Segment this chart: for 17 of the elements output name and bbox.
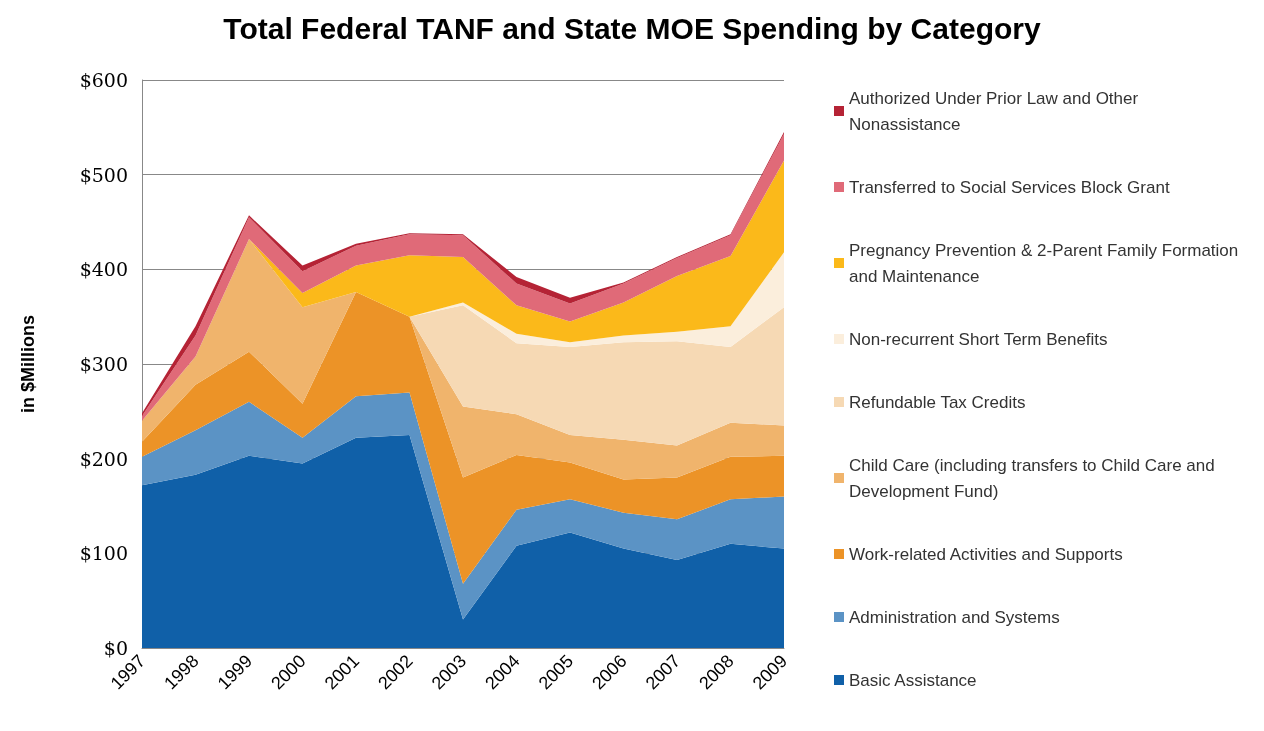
legend-label: Authorized Under Prior Law and Other Nonassistance: [849, 88, 1143, 134]
legend-label: Work-related Activities and Supports: [849, 544, 1123, 564]
legend-label: Child Care (including transfers to Child Care and Development Fund): [849, 455, 1220, 501]
y-tick-label: $300: [79, 353, 128, 375]
y-axis-title: in $Millions: [18, 314, 38, 414]
legend-label: Administration and Systems: [849, 607, 1060, 627]
legend-label: Basic Assistance: [849, 670, 977, 690]
y-tick-label: $400: [79, 258, 128, 281]
legend-label: Pregnancy Prevention & 2-Parent Family Formation and Maintenance: [849, 240, 1244, 286]
y-tick-label: $100: [79, 542, 128, 565]
legend-label: Refundable Tax Credits: [849, 392, 1026, 412]
chart-title: Total Federal TANF and State MOE Spending by Category: [223, 11, 1041, 45]
legend-label: Transferred to Social Services Block Grant: [849, 177, 1170, 197]
y-tick-label: $500: [79, 163, 128, 186]
legend-label: Non-recurrent Short Term Benefits: [849, 329, 1108, 349]
y-tick-label: $200: [79, 447, 128, 470]
y-tick-label: $600: [79, 69, 128, 91]
